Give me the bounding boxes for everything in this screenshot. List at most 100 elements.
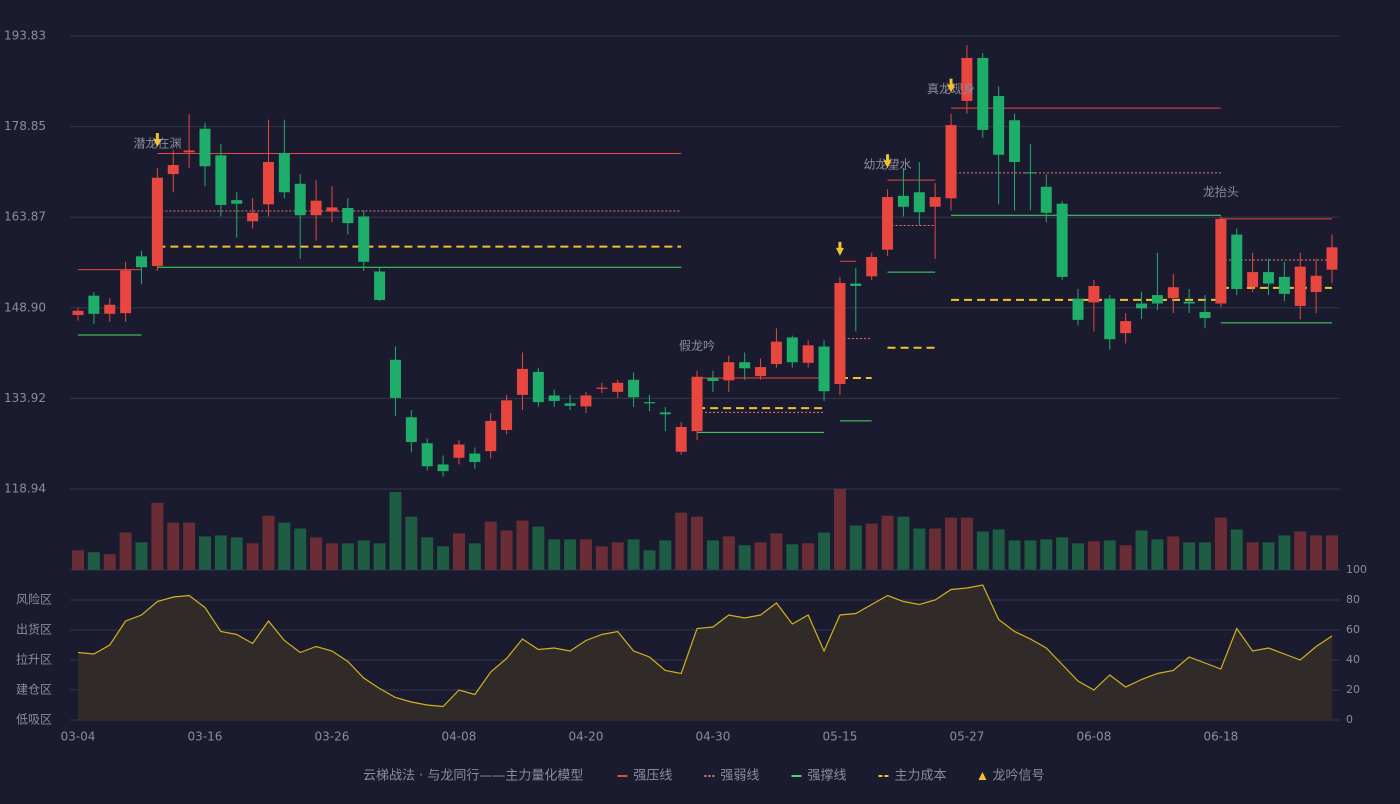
signal-arrow xyxy=(153,133,162,148)
volume-bar xyxy=(516,520,529,570)
volume-bar xyxy=(500,530,513,570)
y-tick-label: 133.92 xyxy=(4,391,46,405)
legend-label: 主力成本 xyxy=(894,769,946,784)
volume-bar xyxy=(373,543,386,570)
osc-tick-label: 0 xyxy=(1346,713,1353,726)
candle-body xyxy=(1326,247,1338,270)
volume-bar xyxy=(183,522,196,570)
volume-bar xyxy=(1040,539,1053,570)
volume-bar xyxy=(786,544,799,570)
osc-tick-label: 40 xyxy=(1346,653,1360,666)
legend-label: 龙吟信号 xyxy=(992,768,1044,784)
x-tick-label: 06-08 xyxy=(1076,730,1111,744)
candle-body xyxy=(1088,285,1100,303)
candle-body xyxy=(1151,295,1163,304)
candle-body xyxy=(1167,287,1179,299)
candle-body xyxy=(453,444,465,458)
x-tick-label: 04-30 xyxy=(695,730,730,744)
volume-bar xyxy=(1183,542,1196,570)
volume-bar xyxy=(1151,539,1164,570)
volume-bar xyxy=(421,537,434,570)
volume-bar xyxy=(976,531,989,570)
volume-bar xyxy=(135,542,148,570)
candle-body xyxy=(294,183,306,216)
candle-body xyxy=(501,400,513,430)
candle-body xyxy=(374,271,386,300)
candle-body xyxy=(310,200,322,216)
volume-bar xyxy=(564,539,577,570)
volume-bar xyxy=(1167,536,1180,570)
candle-body xyxy=(151,177,163,267)
volume-bar xyxy=(87,552,100,570)
candle-body xyxy=(1231,234,1243,290)
candle-body xyxy=(961,57,973,101)
volume-bar xyxy=(325,543,338,570)
candle-body xyxy=(929,197,941,207)
volume-bar xyxy=(103,554,116,570)
candle-body xyxy=(278,152,290,193)
volume-bar xyxy=(389,491,402,570)
candle-body xyxy=(1120,321,1132,334)
volume-bar xyxy=(214,535,227,570)
candle-body xyxy=(866,256,878,277)
candle-body xyxy=(1056,203,1068,277)
volume-bar xyxy=(119,532,132,570)
candle-body xyxy=(199,128,211,167)
osc-tick-label: 100 xyxy=(1346,563,1367,576)
candle-body xyxy=(469,453,481,463)
volume-bar xyxy=(722,536,735,570)
volume-bar xyxy=(1072,543,1085,570)
volume-bar xyxy=(706,540,719,570)
candle-body xyxy=(659,412,671,415)
y-tick-label: 148.90 xyxy=(4,300,46,314)
volume-bar xyxy=(929,528,942,570)
volume-bar xyxy=(532,526,545,570)
candle-body xyxy=(993,96,1005,155)
y-tick-label: 163.87 xyxy=(4,210,46,224)
signal-arrow xyxy=(835,241,844,256)
candle-body xyxy=(167,165,179,175)
y-tick-label: 178.85 xyxy=(4,119,46,133)
volume-bar xyxy=(310,537,323,570)
candle-body xyxy=(786,337,798,363)
candle-body xyxy=(421,443,433,467)
volume-bar xyxy=(278,522,291,570)
candle-body xyxy=(1104,298,1116,340)
candle-body xyxy=(580,395,592,407)
candle-body xyxy=(564,403,576,406)
candle-body xyxy=(104,304,116,314)
volume-bar xyxy=(151,502,164,570)
candle-body xyxy=(405,417,417,443)
candle-body xyxy=(262,161,274,205)
candle-body xyxy=(818,346,830,392)
legend-label: 强压线 xyxy=(633,769,672,784)
candle-body xyxy=(247,212,259,222)
candle-body xyxy=(977,57,989,130)
zone-label: 出货区 xyxy=(16,622,52,637)
volume-bar xyxy=(992,529,1005,570)
volume-bar xyxy=(945,517,958,570)
candle-body xyxy=(596,387,608,389)
candle-body xyxy=(643,402,655,404)
volume-bar xyxy=(833,489,846,570)
volume-bar xyxy=(1199,542,1212,570)
volume-bar xyxy=(754,542,767,570)
candle-body xyxy=(802,345,814,363)
candle-body xyxy=(1278,276,1290,294)
candle-body xyxy=(675,426,687,452)
volume-bar xyxy=(1214,517,1227,570)
candle-body xyxy=(1247,272,1259,288)
candle-body xyxy=(739,362,751,369)
x-tick-label: 03-04 xyxy=(61,730,96,744)
legend-title: 云梯战法 · 与龙同行——主力量化模型 xyxy=(363,769,583,784)
candle-body xyxy=(1009,120,1021,162)
candle-body xyxy=(770,341,782,365)
volume-bar xyxy=(913,528,926,570)
x-tick-label: 05-15 xyxy=(822,730,857,744)
candle-body xyxy=(1310,275,1322,293)
candle-body xyxy=(1136,303,1148,309)
zone-label: 低吸区 xyxy=(16,713,52,727)
candle-body xyxy=(628,379,640,398)
candle-body xyxy=(707,377,719,381)
